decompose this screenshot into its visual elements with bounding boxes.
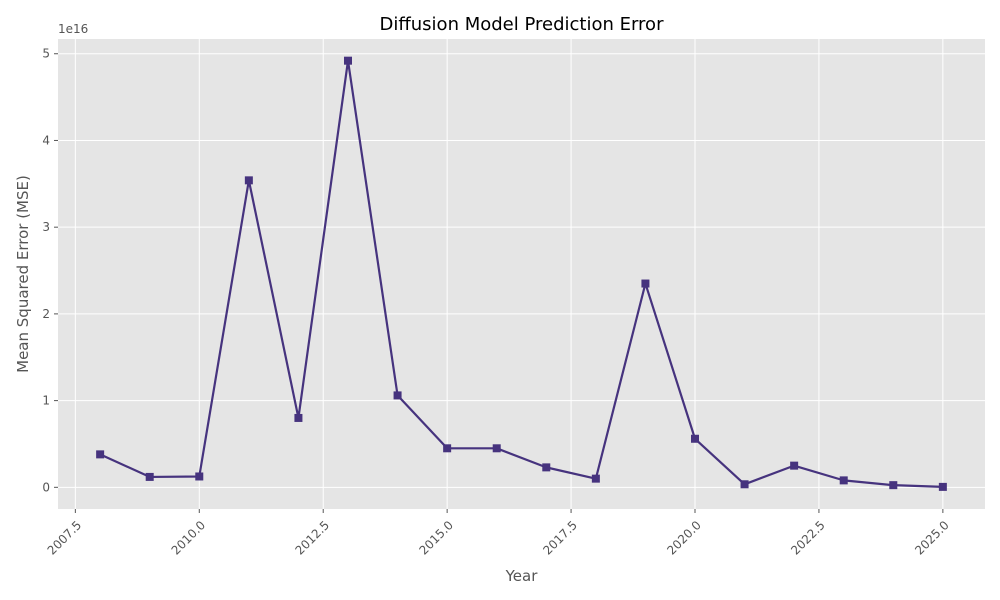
x-tick-label: 2012.5 [293, 518, 333, 558]
data-point-marker [393, 391, 402, 400]
x-tick-label: 2015.0 [416, 518, 456, 558]
y-tick-label: 3 [42, 220, 50, 234]
y-tick-label: 4 [42, 133, 50, 147]
data-point-marker [195, 472, 204, 481]
data-point-marker [641, 279, 650, 288]
y-tick-label: 0 [42, 480, 50, 494]
data-point-marker [839, 476, 848, 485]
data-point-marker [244, 176, 253, 185]
x-tick-label: 2017.5 [540, 518, 580, 558]
data-point-marker [145, 472, 154, 481]
y-tick-label: 2 [42, 307, 50, 321]
y-tick-label: 1 [42, 394, 50, 408]
x-tick-label: 2022.5 [788, 518, 828, 558]
chart-title: Diffusion Model Prediction Error [380, 14, 665, 35]
data-point-marker [492, 444, 501, 453]
data-point-marker [938, 482, 947, 491]
data-point-marker [443, 444, 452, 453]
series-line [99, 59, 943, 488]
series-layer [96, 56, 947, 491]
x-tick-label: 2025.0 [912, 518, 952, 558]
data-point-marker [691, 434, 700, 443]
data-point-marker [740, 480, 749, 489]
y-tick-label: 5 [42, 47, 50, 61]
y-axis-label: Mean Squared Error (MSE) [14, 175, 32, 373]
y-axis-offset-label: 1e16 [58, 22, 88, 36]
x-tick-label: 2007.5 [45, 518, 85, 558]
data-point-marker [542, 463, 551, 472]
plot-area [58, 39, 985, 509]
data-point-marker [294, 413, 303, 422]
x-tick-label: 2020.0 [664, 518, 704, 558]
grid [58, 39, 985, 509]
y-ticks: 0 1 2 3 4 5 [42, 47, 58, 494]
data-point-marker [889, 481, 898, 490]
x-tick-label: 2010.0 [169, 518, 209, 558]
x-ticks: 2007.5 2010.0 2012.5 2015.0 2017.5 2020.0 2022… [45, 509, 952, 558]
data-point-marker [343, 56, 352, 65]
data-point-marker [790, 461, 799, 470]
x-axis-label: Year [505, 567, 539, 585]
data-point-marker [96, 450, 105, 459]
data-point-marker [591, 474, 600, 483]
